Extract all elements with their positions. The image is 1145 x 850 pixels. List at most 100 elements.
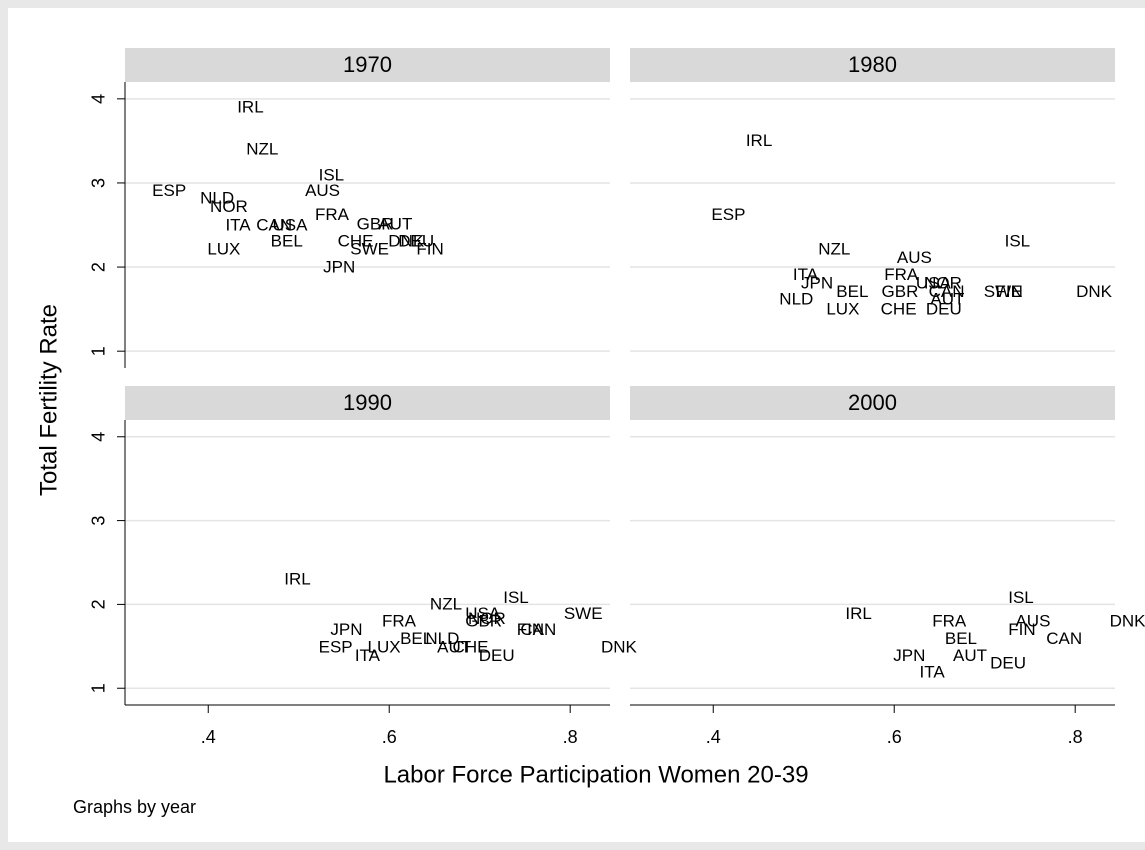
point-label: AUT bbox=[930, 289, 964, 308]
point-label: DEU bbox=[398, 231, 434, 250]
point-label: NLD bbox=[779, 289, 813, 308]
point-label: ITA bbox=[920, 663, 946, 682]
point-label: AUT bbox=[953, 646, 987, 665]
point-label: DEU bbox=[990, 653, 1026, 672]
point-label: NLD bbox=[425, 629, 459, 648]
point-label: DEU bbox=[926, 299, 962, 318]
point-label: AUS bbox=[1015, 611, 1050, 630]
x-tick-label: .6 bbox=[382, 727, 397, 747]
x-tick-label: .4 bbox=[201, 727, 216, 747]
point-label: NLD bbox=[200, 188, 234, 207]
point-label: SWE bbox=[564, 604, 603, 623]
point-label: ISL bbox=[1005, 231, 1031, 250]
point-label: JPN bbox=[323, 257, 355, 276]
point-label: FIN bbox=[416, 240, 443, 259]
panel-header bbox=[630, 48, 1115, 82]
point-label: CHE bbox=[338, 231, 374, 250]
point-label: GBR bbox=[882, 282, 919, 301]
y-tick-label: 1 bbox=[89, 683, 109, 693]
point-label: USA bbox=[465, 604, 501, 623]
point-label: NOR bbox=[924, 273, 962, 292]
point-label: NZL bbox=[430, 595, 462, 614]
plot-background bbox=[8, 8, 1145, 842]
point-label: NOR bbox=[210, 197, 248, 216]
point-label: BEL bbox=[271, 231, 303, 250]
point-label: LUX bbox=[826, 299, 859, 318]
x-tick-label: .8 bbox=[563, 727, 578, 747]
point-label: ISL bbox=[1008, 588, 1034, 607]
point-label: CHE bbox=[453, 637, 489, 656]
y-tick-label: 2 bbox=[89, 599, 109, 609]
x-tick-label: .4 bbox=[706, 727, 721, 747]
point-label: CHE bbox=[881, 299, 917, 318]
x-tick-label: .8 bbox=[1068, 727, 1083, 747]
point-label: GBR bbox=[357, 214, 394, 233]
point-label: ESP bbox=[711, 205, 745, 224]
point-label: IRL bbox=[284, 570, 310, 589]
point-label: BEL bbox=[945, 629, 977, 648]
point-label: SWE bbox=[984, 282, 1023, 301]
point-label: ISL bbox=[319, 166, 345, 185]
point-label: FIN bbox=[1008, 620, 1035, 639]
point-label: AUT bbox=[378, 214, 412, 233]
note: Graphs by year bbox=[73, 797, 196, 817]
point-label: IRL bbox=[845, 604, 871, 623]
point-label: NZL bbox=[246, 140, 278, 159]
point-label: ESP bbox=[152, 181, 186, 200]
point-label: SWE bbox=[350, 240, 389, 259]
y-tick-label: 1 bbox=[89, 346, 109, 356]
point-label: GBR bbox=[465, 611, 502, 630]
point-label: CAN bbox=[1046, 629, 1082, 648]
panel-header bbox=[630, 386, 1115, 420]
point-label: ISL bbox=[503, 588, 529, 607]
x-axis-title: Labor Force Participation Women 20-39 bbox=[383, 761, 808, 788]
point-label: AUT bbox=[437, 637, 471, 656]
point-label: FRA bbox=[382, 611, 417, 630]
point-label: DNK bbox=[1110, 611, 1145, 630]
panel-header bbox=[125, 48, 610, 82]
point-label: BEL bbox=[836, 282, 868, 301]
point-label: CAN bbox=[256, 215, 292, 234]
point-label: IRL bbox=[746, 131, 772, 150]
point-label: BEL bbox=[400, 629, 432, 648]
point-label: NOR bbox=[468, 609, 506, 628]
point-label: IRL bbox=[237, 98, 263, 117]
point-label: ITA bbox=[793, 265, 819, 284]
y-tick-label: 3 bbox=[89, 516, 109, 526]
point-label: ITA bbox=[355, 646, 381, 665]
y-tick-label: 4 bbox=[89, 94, 109, 104]
point-label: AUS bbox=[305, 181, 340, 200]
y-axis-title: Total Fertility Rate bbox=[35, 304, 62, 496]
point-label: FRA bbox=[932, 611, 967, 630]
point-label: CAN bbox=[929, 282, 965, 301]
point-label: AUS bbox=[897, 248, 932, 267]
panel-title: 1990 bbox=[343, 390, 392, 415]
point-label: LUX bbox=[368, 637, 401, 656]
point-label: USA bbox=[272, 215, 308, 234]
point-label: CAN bbox=[520, 620, 556, 639]
point-label: FIN bbox=[517, 620, 544, 639]
y-tick-label: 2 bbox=[89, 262, 109, 272]
panel-title: 1980 bbox=[848, 52, 897, 77]
point-label: FIN bbox=[996, 282, 1023, 301]
x-tick-label: .6 bbox=[887, 727, 902, 747]
point-label: FRA bbox=[884, 265, 919, 284]
point-label: FRA bbox=[315, 205, 350, 224]
point-label: JPN bbox=[801, 273, 833, 292]
point-label: DEU bbox=[479, 646, 515, 665]
point-label: DNK bbox=[601, 637, 638, 656]
panel-header bbox=[125, 386, 610, 420]
point-label: ITA bbox=[225, 215, 251, 234]
point-label: LUX bbox=[207, 240, 240, 259]
point-label: JPN bbox=[330, 620, 362, 639]
point-label: NZL bbox=[818, 240, 850, 259]
y-tick-label: 3 bbox=[89, 178, 109, 188]
point-label: USA bbox=[916, 273, 952, 292]
point-label: JPN bbox=[893, 646, 925, 665]
y-tick-label: 4 bbox=[89, 432, 109, 442]
point-label: DNK bbox=[1076, 282, 1113, 301]
panel-title: 1970 bbox=[343, 52, 392, 77]
point-label: DNK bbox=[388, 231, 425, 250]
panel-title: 2000 bbox=[848, 390, 897, 415]
